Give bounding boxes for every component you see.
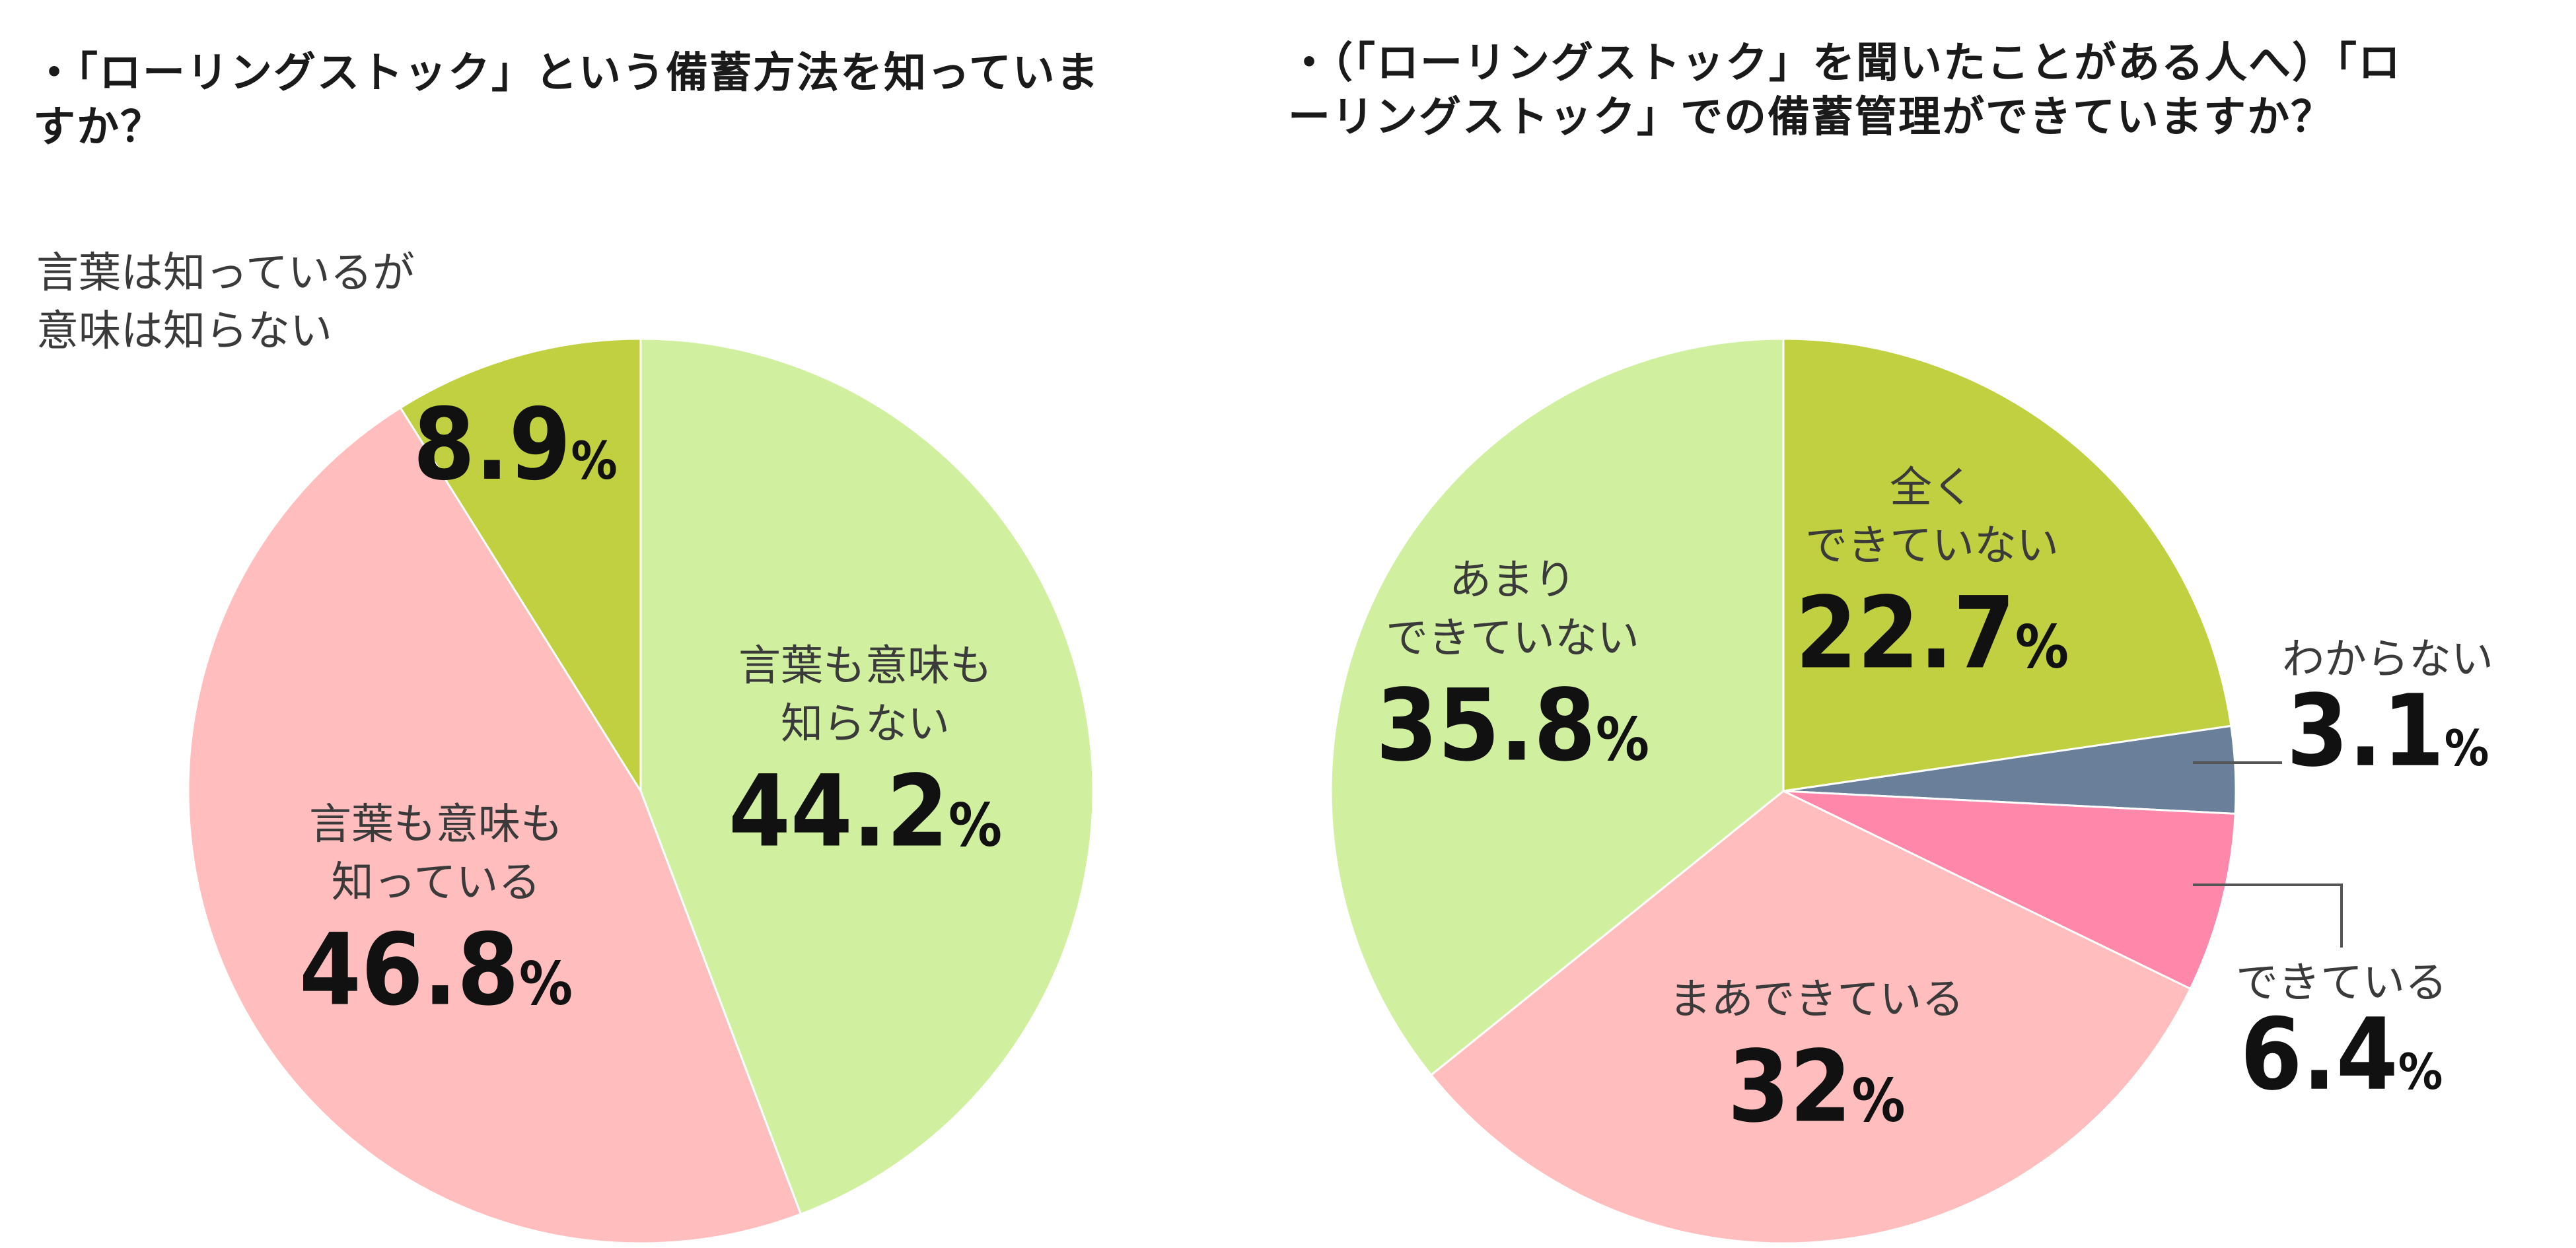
pie1-slice-3-label-line-1: 言葉は知っているが: [36, 249, 415, 298]
pie2-slice-5: [1330, 337, 1785, 1077]
pie2-slice-1: [1782, 337, 2233, 792]
pie2-slice-4-value: 32%: [1728, 1030, 1906, 1145]
pie2-slice-1-label-line-1: 全く: [1890, 464, 1974, 512]
pie1-slice-1-label-line-1: 言葉も意味も: [738, 642, 992, 691]
chart-title-right: ・（「ローリングストック」を聞いたことがある人へ）「ローリングストック」での備蓄…: [1288, 38, 2402, 142]
pie1-slice-1-value: 44.2%: [729, 755, 1002, 870]
pie2-slice-1-value: 22.7%: [1795, 576, 2069, 691]
pie2-slice-3-label-line-1: できている: [2236, 959, 2447, 1008]
pie2-slice-3-value: 6.4%: [2240, 998, 2443, 1113]
pie2-leader-3: [2193, 884, 2343, 948]
pie1-slice-2: [187, 406, 803, 1245]
pie2-slice-2-label-line-1: わからない: [2282, 635, 2493, 684]
pie1-slice-1-label-line-2: 知らない: [781, 700, 950, 749]
pie1-slice-2-value: 46.8%: [299, 913, 573, 1028]
pie2-slice-1-label-line-2: できていない: [1805, 522, 2059, 571]
pie2-slice-3: [1783, 790, 2236, 990]
pie2-slice-5-label-line-1: あまり: [1449, 556, 1576, 605]
chart-title-left: ・「ローリングストック」という備蓄方法を知っていますか？: [33, 48, 1100, 152]
pie2-slice-2-value: 3.1%: [2287, 674, 2489, 789]
pie1-slice-2-label-line-2: 知っている: [332, 858, 541, 907]
pie2-slice-5-label-line-2: できていない: [1386, 614, 1639, 663]
pie2-slice-4-label-line-1: まあできている: [1669, 975, 1964, 1024]
pie1-slice-2-label-line-1: 言葉も意味も: [309, 800, 563, 849]
pie1-slice-3: [399, 337, 642, 795]
pie2-slice-5-value: 35.8%: [1376, 669, 1649, 784]
pie1-slice-3-label-line-2: 意味は知らない: [36, 307, 332, 356]
pie1-slice-1: [639, 337, 1094, 1216]
pie2-slice-4: [1429, 790, 2192, 1245]
pie1-slice-3-value: 8.9%: [413, 388, 617, 503]
